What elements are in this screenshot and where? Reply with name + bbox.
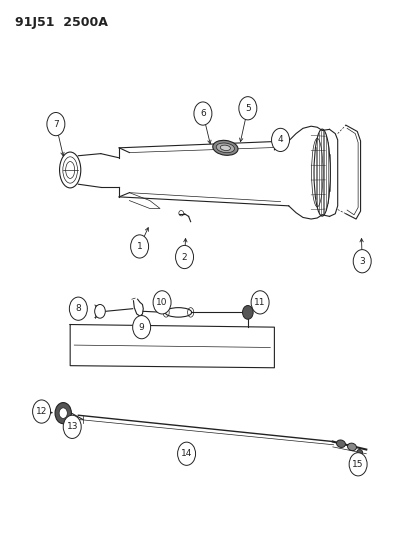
Text: 4: 4 [277, 135, 282, 144]
Circle shape [352, 249, 370, 273]
Circle shape [175, 245, 193, 269]
Text: 2: 2 [181, 253, 187, 262]
Text: 9: 9 [138, 322, 144, 332]
Text: 6: 6 [199, 109, 205, 118]
Text: 91J51  2500A: 91J51 2500A [15, 16, 108, 29]
Text: 13: 13 [66, 422, 78, 431]
Text: 15: 15 [351, 460, 363, 469]
Circle shape [63, 415, 81, 439]
Circle shape [131, 235, 148, 258]
Ellipse shape [336, 440, 344, 448]
Ellipse shape [212, 140, 237, 155]
Ellipse shape [220, 145, 230, 150]
Text: 12: 12 [36, 407, 47, 416]
Circle shape [95, 304, 105, 318]
Text: 3: 3 [358, 257, 364, 266]
Circle shape [177, 442, 195, 465]
Ellipse shape [216, 143, 234, 152]
Circle shape [59, 408, 67, 418]
Circle shape [132, 316, 150, 339]
Circle shape [153, 291, 171, 314]
Text: 14: 14 [180, 449, 192, 458]
Circle shape [47, 112, 65, 136]
Text: 5: 5 [244, 104, 250, 113]
Text: 11: 11 [254, 298, 265, 307]
Ellipse shape [347, 443, 356, 450]
Circle shape [238, 96, 256, 120]
Text: 10: 10 [156, 298, 167, 307]
Text: 1: 1 [136, 242, 142, 251]
Circle shape [242, 305, 252, 319]
Circle shape [348, 453, 366, 476]
Circle shape [271, 128, 289, 151]
Circle shape [55, 402, 71, 424]
Circle shape [33, 400, 50, 423]
Circle shape [69, 297, 87, 320]
Circle shape [193, 102, 211, 125]
Circle shape [251, 291, 268, 314]
Ellipse shape [356, 449, 362, 455]
Text: 7: 7 [53, 119, 59, 128]
Text: 8: 8 [75, 304, 81, 313]
Ellipse shape [178, 211, 183, 216]
